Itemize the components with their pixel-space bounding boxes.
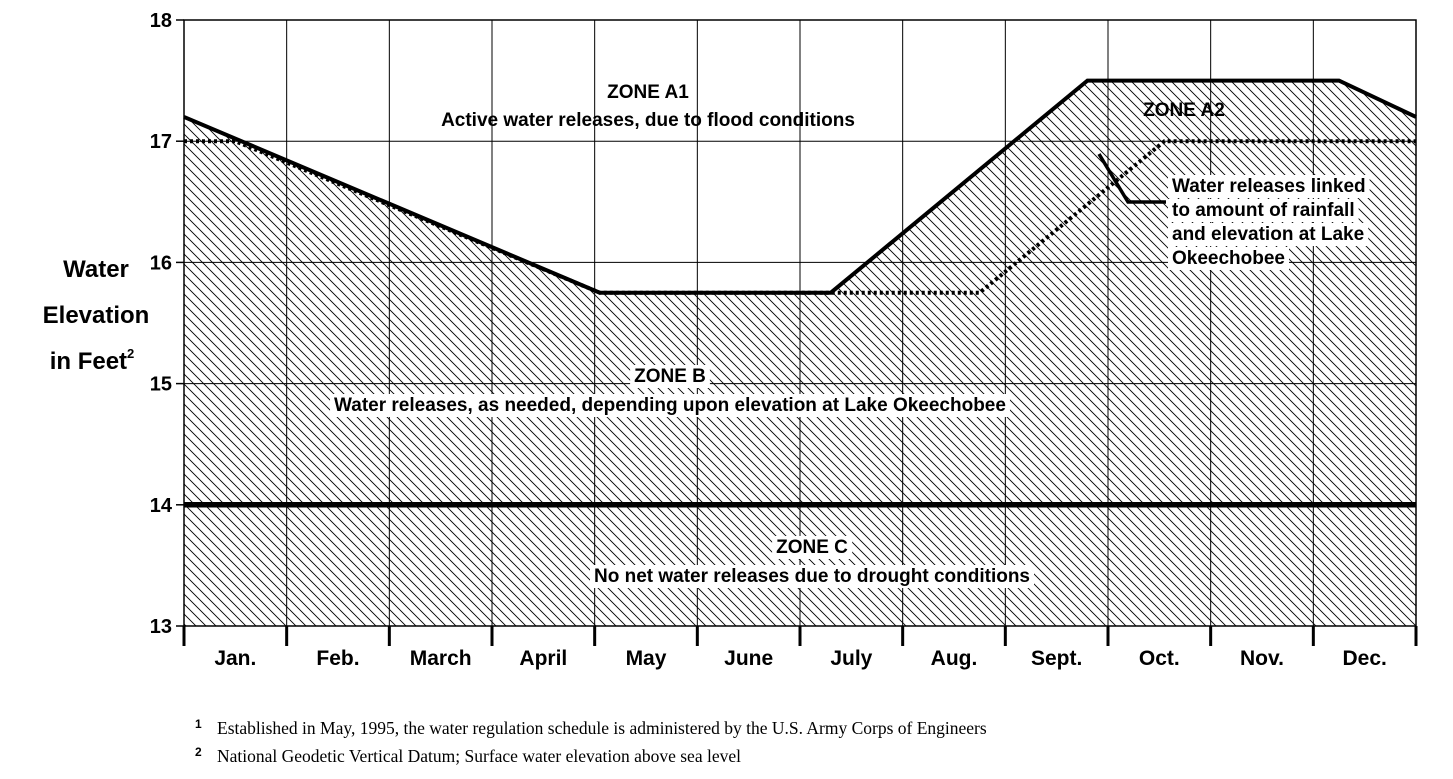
- label-background: [1168, 175, 1370, 198]
- zone-a2-note-line-2: to amount of rainfall: [1172, 200, 1355, 221]
- zone-b-annotation: ZONE B Water releases, as needed, dependi…: [330, 365, 1010, 417]
- zone-a2-note-line-1: Water releases linked: [1172, 176, 1366, 197]
- zone-c-line-1: ZONE C: [776, 537, 848, 558]
- y-tick-label: 15: [150, 374, 172, 396]
- chart: 13 14 15 16 17 18 Jan. Feb. March April May June Ju…: [43, 10, 1418, 670]
- y-tick-label: 13: [150, 616, 172, 638]
- footnote-1-text: Established in May, 1995, the water regu…: [217, 718, 987, 738]
- footnote-2-text: National Geodetic Vertical Datum; Surfac…: [217, 746, 741, 766]
- annotations: ZONE A1 Active water releases, due to flo…: [330, 82, 1370, 588]
- x-tick-label: Feb.: [316, 647, 359, 670]
- x-tick-label: July: [830, 647, 872, 670]
- series-solid-line: [183, 78, 1417, 295]
- x-tick-label: Nov.: [1240, 647, 1284, 670]
- footnotes: 1 Established in May, 1995, the water reg…: [195, 712, 987, 768]
- label-background: [1168, 223, 1369, 246]
- footnote-1: 1 Established in May, 1995, the water reg…: [195, 712, 987, 740]
- x-tick-label: Dec.: [1342, 647, 1386, 670]
- y-tick-label: 16: [150, 252, 172, 274]
- zone-a1-line-2: Active water releases, due to flood cond…: [441, 110, 855, 131]
- footnote-1-mark: 1: [195, 717, 202, 731]
- footnote-2-mark: 2: [195, 745, 202, 759]
- y-axis: 13 14 15 16 17 18: [150, 10, 184, 638]
- x-tick-label: Sept.: [1031, 647, 1082, 670]
- zone-a2-note-annotation: Water releases linked to amount of rainfa…: [1168, 175, 1370, 270]
- label-background: [1168, 247, 1289, 270]
- x-axis: Jan. Feb. March April May June July Aug. Sept. Oc…: [182, 626, 1418, 670]
- x-tick-label: May: [626, 647, 667, 670]
- label-background: [590, 565, 1034, 588]
- x-tick-label: June: [724, 647, 773, 670]
- leader-line: [1097, 153, 1166, 204]
- x-tick-label: Aug.: [931, 647, 978, 670]
- zone-b-line-2: Water releases, as needed, depending upo…: [334, 395, 1006, 416]
- series-dotted-line: [184, 139, 1416, 295]
- y-axis-label-line: Water: [63, 256, 129, 283]
- zone-a1-annotation: ZONE A1 Active water releases, due to flo…: [441, 82, 855, 131]
- zone-a2-line-1: ZONE A2: [1143, 100, 1225, 121]
- zone-a2-note-line-3: and elevation at Lake: [1172, 224, 1364, 245]
- zone-c-line-2: No net water releases due to drought con…: [594, 566, 1030, 587]
- label-background: [630, 365, 710, 388]
- footnote-2: 2 National Geodetic Vertical Datum; Surfa…: [195, 740, 987, 768]
- label-background: [772, 536, 853, 559]
- y-axis-label-line: Elevation: [43, 302, 150, 329]
- x-tick-label: April: [519, 647, 567, 670]
- y-tick-label: 17: [150, 131, 172, 153]
- series: [183, 78, 1417, 508]
- y-tick-label: 18: [150, 10, 172, 32]
- y-axis-label-line: in Feet: [50, 348, 127, 375]
- zone-a2-annotation: ZONE A2: [1143, 100, 1225, 121]
- zone-a2-leader-line: [1097, 153, 1166, 204]
- y-tick-label: 14: [150, 495, 173, 517]
- label-background: [330, 394, 1010, 417]
- y-axis-label: Water Elevation in Feet2: [43, 256, 150, 375]
- zone-a1-line-1: ZONE A1: [607, 82, 689, 103]
- x-tick-label: Oct.: [1139, 647, 1180, 670]
- x-tick-label: Jan.: [214, 647, 256, 670]
- zone-a2-note-line-4: Okeechobee: [1172, 248, 1285, 269]
- zone-c-annotation: ZONE C No net water releases due to droug…: [590, 536, 1034, 588]
- y-axis-label-superscript: 2: [127, 346, 134, 361]
- x-tick-label: March: [410, 647, 472, 670]
- label-background: [1168, 199, 1359, 222]
- zone-b-line-1: ZONE B: [634, 366, 706, 387]
